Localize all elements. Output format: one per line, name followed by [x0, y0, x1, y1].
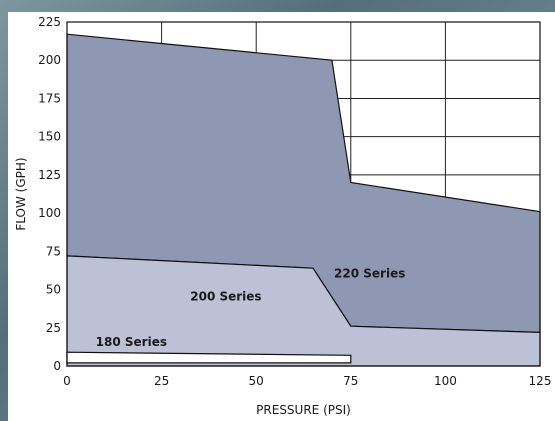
x-tick-label-0: 0	[63, 374, 71, 388]
plot-frame	[66, 21, 541, 367]
y-tick-label-4: 100	[38, 206, 61, 220]
x-axis-title: PRESSURE (PSI)	[256, 403, 351, 417]
y-tick-label-7: 175	[38, 91, 61, 105]
series-label-180-series: 180 Series	[96, 335, 167, 349]
x-tick-label-3: 75	[343, 374, 358, 388]
x-tick-label-5: 125	[529, 374, 552, 388]
x-tick-label-2: 50	[249, 374, 264, 388]
x-tick-label-4: 100	[434, 374, 457, 388]
y-tick-label-1: 25	[46, 321, 61, 335]
x-tick-label-1: 25	[154, 374, 169, 388]
y-tick-label-9: 225	[38, 15, 61, 29]
y-tick-label-5: 125	[38, 168, 61, 182]
series-labels: 220 Series 200 Series 180 Series	[96, 266, 406, 349]
y-axis-title: FLOW (GPH)	[14, 157, 28, 230]
tick-labels: 0 25 50 75 100 125 0 25 50 75 100 125 150 175 200 225	[38, 15, 551, 388]
y-tick-label-2: 50	[46, 283, 61, 297]
series-label-200-series: 200 Series	[190, 289, 261, 303]
y-tick-label-3: 75	[46, 244, 61, 258]
series-areas	[66, 33, 541, 367]
axes	[66, 21, 541, 367]
y-tick-label-6: 150	[38, 130, 61, 144]
series-label-220-series: 220 Series	[334, 266, 405, 280]
y-tick-label-8: 200	[38, 53, 61, 67]
y-tick-label-0: 0	[53, 359, 61, 373]
